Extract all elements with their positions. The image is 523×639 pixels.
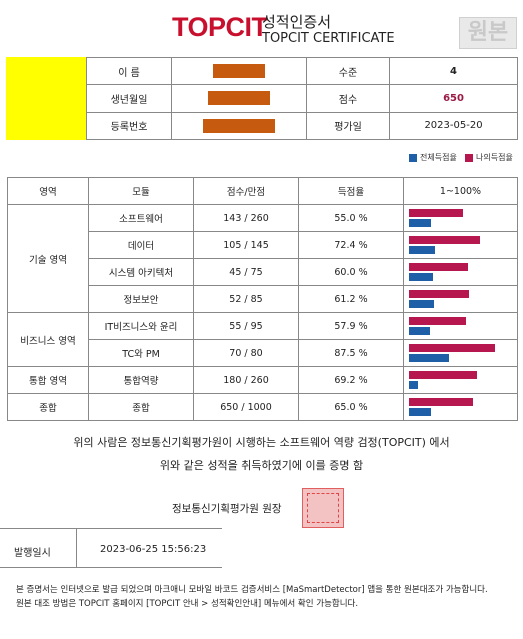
exam-date-label: 평가일 — [306, 111, 390, 141]
rate-cell: 69.2 % — [298, 366, 404, 394]
score-row: 기술 영역 소프트웨어 143 / 260 55.0 % — [7, 204, 518, 313]
header-bar-range: 1~100% — [403, 177, 518, 205]
header-score: 점수/만점 — [193, 177, 299, 205]
issue-date-value: 2023-06-25 15:56:23 — [100, 544, 207, 555]
area-cell: 기술 영역 — [7, 204, 89, 313]
score-table-header: 영역 모듈 점수/만점 득점율 1~100% — [7, 177, 518, 205]
bar-cell — [403, 312, 518, 340]
exam-date-value: 2023-05-20 — [389, 111, 518, 141]
national-rate-bar — [409, 246, 436, 254]
area-cell: 통합 영역 — [7, 366, 89, 394]
issue-divider-bottom — [0, 567, 222, 568]
area-cell: 비즈니스 영역 — [7, 312, 89, 367]
score-cell: 650 / 1000 — [193, 393, 299, 421]
level-label: 수준 — [306, 56, 390, 86]
national-rate-bar — [409, 354, 450, 362]
score-row: 통합 영역 통합역량 180 / 260 69.2 % — [7, 366, 518, 394]
my-rate-bar — [409, 209, 463, 217]
score-cell: 105 / 145 — [193, 231, 299, 259]
statement-line-2: 위와 같은 성적을 취득하였기에 이를 증명 함 — [159, 459, 364, 472]
rate-cell: 72.4 % — [298, 231, 404, 259]
registration-label: 등록번호 — [86, 111, 172, 141]
score-label: 점수 — [306, 84, 390, 113]
legend-national-swatch — [409, 154, 417, 162]
my-rate-bar — [409, 371, 477, 379]
issue-date-label: 발행일시 — [14, 548, 51, 559]
bar-cell — [403, 231, 518, 259]
score-table: 영역 모듈 점수/만점 득점율 1~100% 기술 영역 소프트웨어 143 / 2… — [7, 177, 518, 421]
my-rate-bar — [409, 344, 495, 352]
footnote-line-2: 원본 대조 방법은 TOPCIT 홈페이지 [TOPCIT 안내 > 성적확인안… — [16, 599, 359, 609]
module-cell: 통합역량 — [88, 366, 194, 394]
module-cell: IT비즈니스와 윤리 — [88, 312, 194, 340]
topcit-logo: TOPCIT — [172, 12, 268, 42]
footnote-line-1: 본 증명서는 인터넷으로 발급 되었으며 마크애니 모바일 바코드 검증서비스 … — [16, 585, 488, 595]
national-rate-bar — [409, 219, 431, 227]
score-cell: 45 / 75 — [193, 258, 299, 286]
statement-line-1: 위의 사람은 정보통신기획평가원이 시행하는 소프트웨어 역량 검정(TOPCI… — [73, 436, 450, 449]
photo-placeholder — [6, 57, 86, 140]
legend-mine-label: 나의득점율 — [476, 153, 513, 162]
area-cell: 종합 — [7, 393, 89, 421]
score-row: 종합 종합 650 / 1000 65.0 % — [7, 393, 518, 421]
official-seal — [302, 488, 344, 528]
personal-info-table: 이 름 수준 4 생년월일 점수 650 등록번호 평가일 2023-05-20 — [86, 56, 518, 141]
score-row: 비즈니스 영역 IT비즈니스와 윤리 55 / 95 57.9 % — [7, 312, 518, 367]
header-module: 모듈 — [88, 177, 194, 205]
score-cell: 143 / 260 — [193, 204, 299, 232]
national-rate-bar — [409, 381, 418, 389]
score-cell: 70 / 80 — [193, 339, 299, 367]
score-row: 데이터 105 / 145 72.4 % — [8, 231, 518, 259]
rate-cell: 57.9 % — [298, 312, 404, 340]
bar-cell — [403, 339, 518, 367]
bar-cell — [403, 204, 518, 232]
score-cell: 180 / 260 — [193, 366, 299, 394]
module-cell: 소프트웨어 — [88, 204, 194, 232]
module-cell: 정보보안 — [88, 285, 194, 313]
bar-cell — [403, 366, 518, 394]
my-rate-bar — [409, 398, 473, 406]
my-rate-bar — [409, 290, 469, 298]
score-row: TC와 PM 70 / 80 87.5 % — [8, 339, 518, 367]
national-rate-bar — [409, 327, 430, 335]
legend-national-label: 전체득점율 — [420, 153, 457, 162]
bar-cell — [403, 285, 518, 313]
certificate-title-english: TOPCIT CERTIFICATE — [262, 31, 395, 46]
national-rate-bar — [409, 300, 434, 308]
my-rate-bar — [409, 236, 480, 244]
header-area: 영역 — [7, 177, 89, 205]
rate-cell: 87.5 % — [298, 339, 404, 367]
rate-cell: 55.0 % — [298, 204, 404, 232]
bar-cell — [403, 258, 518, 286]
header-rate: 득점율 — [298, 177, 404, 205]
original-watermark-stamp: 원본 — [459, 17, 517, 49]
legend-mine-swatch — [465, 154, 473, 162]
name-label: 이 름 — [86, 56, 172, 86]
national-rate-bar — [409, 408, 431, 416]
registration-value-redacted — [171, 111, 307, 141]
my-rate-bar — [409, 263, 468, 271]
issue-divider-top — [0, 528, 222, 529]
module-cell: TC와 PM — [88, 339, 194, 367]
name-value-redacted — [171, 56, 307, 86]
level-value: 4 — [389, 56, 518, 86]
module-cell: 시스템 아키텍처 — [88, 258, 194, 286]
rate-cell: 65.0 % — [298, 393, 404, 421]
birthdate-value-redacted — [171, 84, 307, 113]
score-value: 650 — [389, 84, 518, 113]
birthdate-label: 생년월일 — [86, 84, 172, 113]
score-cell: 55 / 95 — [193, 312, 299, 340]
certificate-title-korean: 성적인증서 — [262, 13, 332, 31]
issuer-name: 정보통신기획평가원 원장 — [172, 503, 282, 515]
issue-divider-vertical — [76, 528, 77, 568]
national-rate-bar — [409, 273, 433, 281]
module-cell: 종합 — [88, 393, 194, 421]
module-cell: 데이터 — [88, 231, 194, 259]
rate-cell: 61.2 % — [298, 285, 404, 313]
bar-cell — [403, 393, 518, 421]
my-rate-bar — [409, 317, 466, 325]
score-cell: 52 / 85 — [193, 285, 299, 313]
rate-cell: 60.0 % — [298, 258, 404, 286]
